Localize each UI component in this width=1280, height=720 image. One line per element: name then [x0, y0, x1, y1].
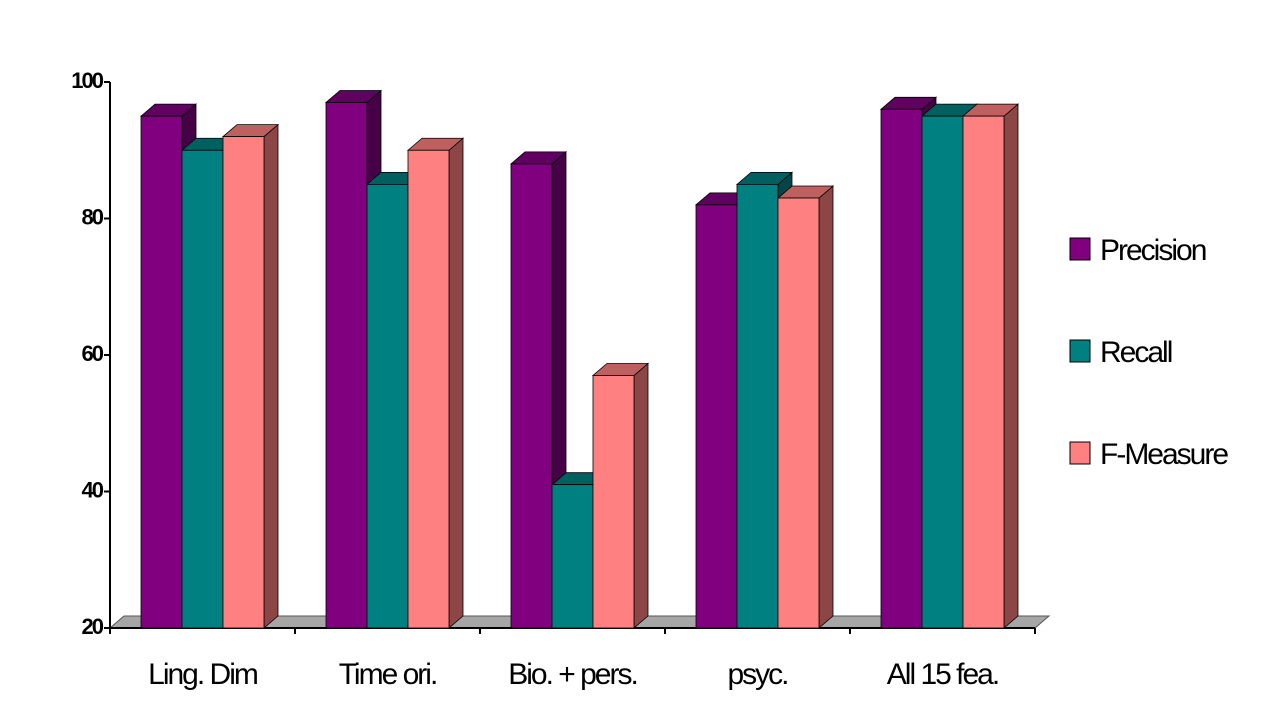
labels: 20 40 60 80 100 Ling. Dim Time ori. Bio. + pers… — [71, 68, 1000, 691]
legend-item: Recall — [1069, 336, 1174, 369]
bar-side — [818, 185, 834, 629]
legend-label: Precision — [1100, 234, 1206, 267]
bar-front — [222, 136, 265, 629]
y-tick-label: 20 — [82, 614, 104, 639]
bar — [961, 103, 1020, 629]
bar-side — [263, 123, 279, 629]
legend-swatch — [1069, 441, 1091, 465]
legend-item: Precision — [1069, 234, 1208, 267]
legend-swatch — [1069, 339, 1091, 363]
bar-front — [736, 183, 779, 629]
legend-label: F-Measure — [1100, 438, 1228, 471]
bar-side — [1003, 103, 1019, 629]
bar — [776, 185, 835, 629]
bar-front — [880, 108, 923, 629]
bar — [591, 362, 650, 629]
bar-front — [551, 484, 594, 629]
bar-front — [592, 375, 635, 629]
y-tick-label: 100 — [71, 68, 103, 93]
x-tick-label: psyc. — [727, 658, 787, 691]
bar-front — [366, 183, 409, 629]
bar-front — [777, 197, 820, 629]
bar — [406, 137, 465, 629]
bar — [221, 123, 280, 629]
x-tick-label: Ling. Dim — [148, 658, 258, 691]
bar-front — [325, 102, 368, 629]
bar-front — [962, 115, 1005, 629]
x-tick-label: All 15 fea. — [887, 658, 998, 691]
bar-front — [407, 149, 450, 629]
bar-front — [921, 115, 964, 629]
legend-swatch — [1069, 237, 1091, 261]
legend-item: F-Measure — [1069, 438, 1230, 471]
x-tick-label: Time ori. — [339, 658, 437, 691]
x-tick-label: Bio. + pers. — [508, 658, 637, 691]
legend-label: Recall — [1100, 336, 1172, 369]
y-tick-label: 60 — [82, 341, 104, 366]
y-tick-label: 40 — [82, 478, 104, 503]
bar-side — [448, 137, 464, 629]
bar-front — [181, 149, 224, 629]
bar-side — [633, 362, 649, 629]
bar-front — [140, 115, 183, 629]
y-tick-label: 80 — [82, 205, 104, 230]
bar-front — [695, 204, 738, 629]
bar-front — [510, 163, 553, 629]
legend: Precision Recall F-Measure — [1069, 234, 1230, 471]
bars — [139, 89, 1020, 629]
